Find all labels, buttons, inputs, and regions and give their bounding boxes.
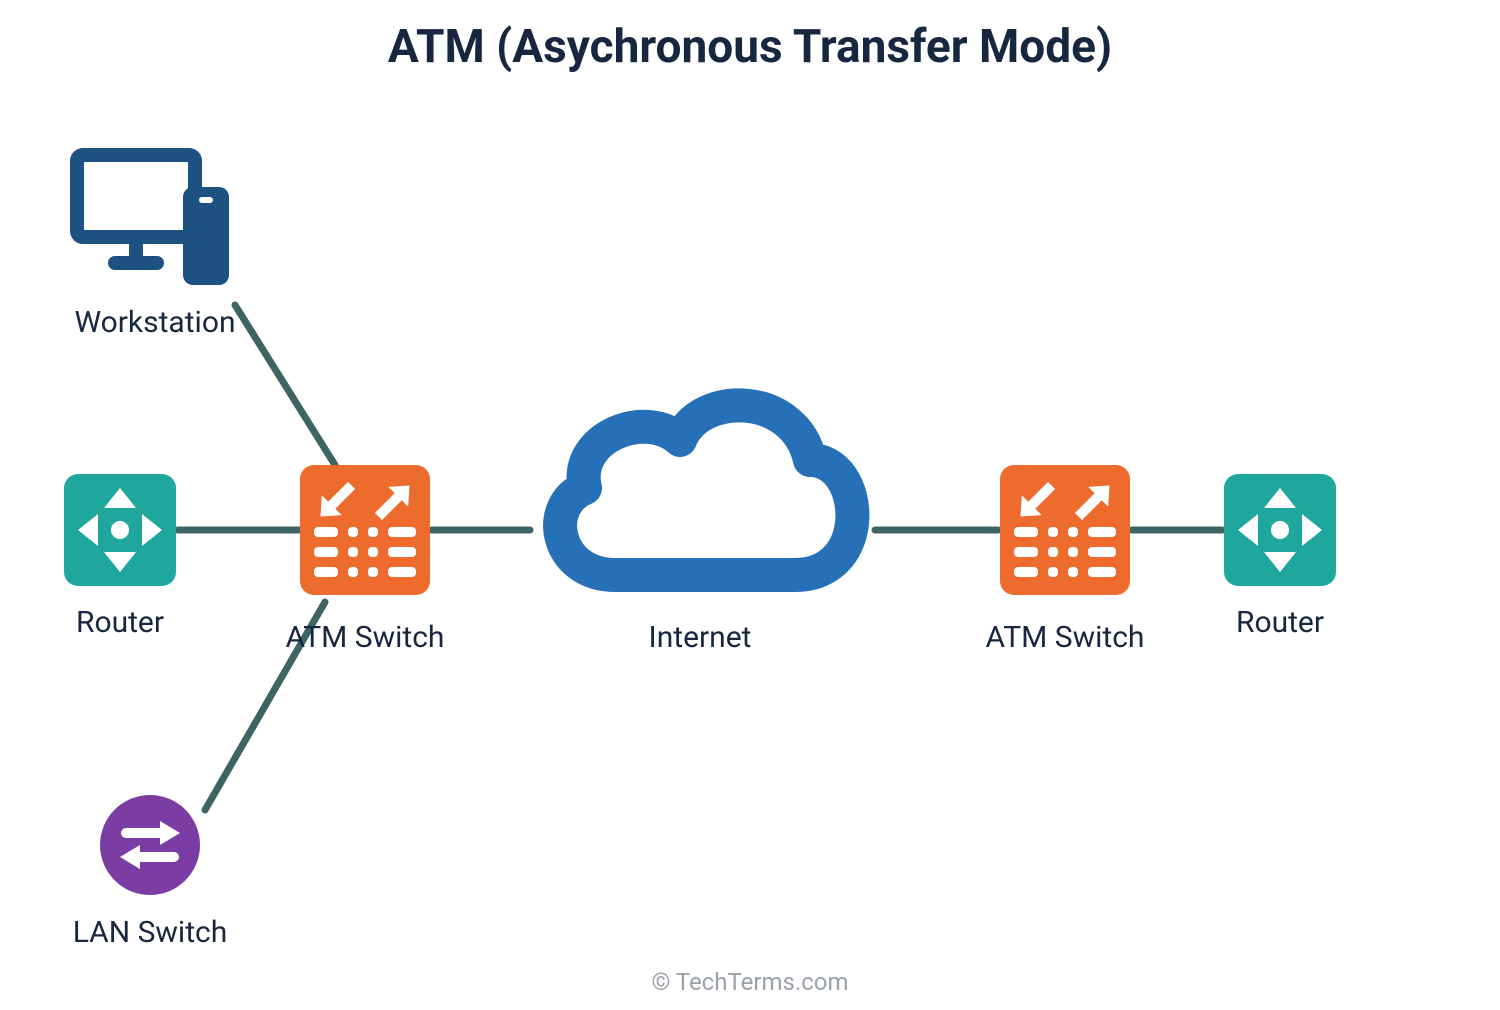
internet-cloud-icon <box>525 360 875 620</box>
router-left-label: Router <box>76 605 164 640</box>
router-right-icon <box>1224 474 1336 586</box>
workstation-icon <box>65 145 235 295</box>
router-left-icon <box>64 474 176 586</box>
workstation-label: Workstation <box>74 305 235 340</box>
atm-switch-right-icon <box>1000 465 1130 595</box>
lan-switch-label: LAN Switch <box>73 915 228 950</box>
atm-left-label: ATM Switch <box>286 620 445 655</box>
edge-workstation-atm_left <box>235 305 335 465</box>
diagram-canvas: ATM (Asychronous Transfer Mode) <box>0 0 1500 1010</box>
router-right-label: Router <box>1236 605 1324 640</box>
diagram-title: ATM (Asychronous Transfer Mode) <box>0 20 1500 74</box>
atm-right-label: ATM Switch <box>986 620 1145 655</box>
lan-switch-icon <box>100 795 200 895</box>
atm-switch-left-icon <box>300 465 430 595</box>
attribution-text: © TechTerms.com <box>0 968 1500 996</box>
internet-label: Internet <box>649 620 752 655</box>
